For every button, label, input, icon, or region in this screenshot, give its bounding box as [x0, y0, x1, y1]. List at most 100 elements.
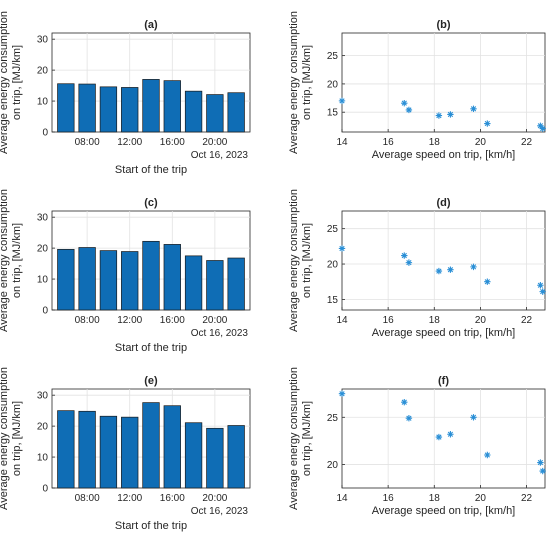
bar [57, 83, 75, 133]
data-point [484, 451, 491, 459]
y-tick-label: 15 [327, 295, 339, 306]
x-tick-label: 16 [383, 137, 395, 148]
bar [121, 416, 139, 489]
y-axis-label-line: Average energy consumption [0, 11, 10, 154]
y-axis-label: Average energy consumptionon trip, [MJ/k… [0, 367, 23, 510]
y-axis-label: Average energy consumptionon trip, [MJ/k… [0, 189, 23, 332]
data-point [470, 105, 477, 113]
bar [163, 80, 181, 133]
y-axis-label: Average energy consumptionon trip, [MJ/k… [288, 189, 313, 332]
x-tick-label: 22 [521, 315, 533, 326]
panel-title: (f) [438, 375, 449, 387]
bar [78, 83, 96, 133]
data-point [537, 282, 544, 289]
x-tick-label: 12:00 [117, 493, 142, 504]
data-point [447, 431, 454, 438]
y-axis-label-line: Average energy consumption [288, 367, 300, 510]
y-tick-label: 30 [37, 35, 49, 46]
x-tick-label: 16:00 [160, 315, 185, 326]
x-tick-label: 20 [475, 493, 487, 504]
y-axis-label-line: Average energy consumption [288, 11, 300, 154]
data-point [435, 267, 443, 275]
bar [227, 257, 245, 311]
x-tick-label: 16 [383, 493, 395, 504]
x-date-label: Oct 16, 2023 [191, 506, 249, 517]
data-point [539, 288, 546, 295]
data-point [537, 459, 544, 466]
y-axis-label-line: on trip, [MJ/km] [301, 45, 313, 120]
data-point [539, 125, 546, 132]
bar [99, 86, 118, 133]
y-tick-label: 15 [327, 108, 339, 119]
x-tick-label: 08:00 [75, 493, 100, 504]
bar [78, 410, 96, 489]
y-axis-label-line: on trip, [MJ/km] [11, 401, 23, 476]
plot-area [341, 388, 546, 489]
panel-f: (f) 20 25 Average energy consumptionon trip… [288, 367, 546, 517]
x-tick-label: 22 [521, 493, 533, 504]
data-point [401, 399, 408, 406]
x-axis-label: Average speed on trip, [km/h] [372, 505, 516, 517]
bar [78, 247, 96, 311]
x-tick-label: 16 [383, 315, 395, 326]
bar [121, 87, 139, 133]
x-date-label: Oct 16, 2023 [191, 328, 249, 339]
data-point [435, 433, 443, 441]
bar [184, 255, 203, 311]
bar [163, 244, 181, 311]
x-tick-label: 18 [429, 137, 441, 148]
y-tick-label: 25 [327, 224, 339, 235]
y-tick-label: 20 [327, 460, 339, 471]
bar [142, 240, 160, 311]
bar [227, 92, 245, 133]
y-tick-label: 10 [37, 453, 49, 464]
bar [57, 249, 75, 311]
data-point [338, 245, 346, 252]
data-point [447, 111, 454, 118]
x-axis-label: Average speed on trip, [km/h] [372, 149, 516, 161]
x-tick-label: 20:00 [202, 493, 227, 504]
x-tick-label: 12:00 [117, 315, 142, 326]
y-tick-label: 10 [37, 97, 49, 108]
data-point [539, 467, 546, 475]
data-point [470, 414, 477, 421]
data-point [405, 259, 413, 266]
y-tick-label: 20 [327, 260, 339, 271]
y-tick-label: 0 [42, 484, 48, 495]
x-tick-label: 14 [336, 315, 348, 326]
y-tick-label: 0 [42, 128, 48, 139]
x-tick-label: 08:00 [75, 137, 100, 148]
bar [99, 250, 118, 311]
bar [99, 415, 118, 489]
y-tick-label: 10 [37, 275, 49, 286]
plot-area [341, 32, 546, 133]
y-tick-label: 25 [327, 413, 339, 424]
bar [184, 422, 203, 489]
data-point [405, 106, 413, 114]
bar [57, 410, 75, 489]
y-axis-label-line: on trip, [MJ/km] [11, 45, 23, 120]
y-tick-label: 30 [37, 391, 49, 402]
y-tick-label: 20 [37, 66, 49, 77]
plot-area [341, 210, 546, 311]
x-tick-label: 14 [336, 137, 348, 148]
y-axis-label-line: Average energy consumption [0, 189, 10, 332]
x-tick-label: 18 [429, 315, 441, 326]
y-tick-label: 30 [37, 213, 49, 224]
x-tick-label: 16:00 [160, 137, 185, 148]
x-tick-label: 08:00 [75, 315, 100, 326]
x-tick-label: 20:00 [202, 315, 227, 326]
x-axis-label: Start of the trip [115, 164, 187, 176]
panel-c: (c) 0 10 20 30 Average energy consumptionon t… [0, 189, 251, 354]
panel-a: (a) 0 10 20 30 Average energy consumptionon t… [0, 11, 251, 176]
data-point [338, 390, 346, 397]
x-tick-label: 20 [475, 315, 487, 326]
panel-b: (b) 15 20 25 Average energy consumptionon tr… [288, 11, 546, 161]
data-point [401, 99, 408, 107]
y-tick-label: 0 [42, 306, 48, 317]
x-axis-label: Start of the trip [115, 342, 187, 354]
panel-title: (c) [144, 197, 158, 209]
panel-title: (b) [436, 19, 450, 31]
y-axis-label-line: on trip, [MJ/km] [301, 401, 313, 476]
